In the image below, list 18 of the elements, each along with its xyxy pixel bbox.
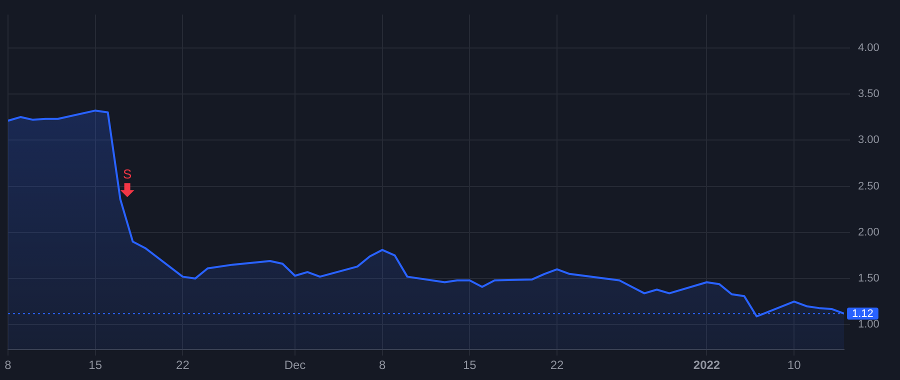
x-tick-label: 22 <box>176 358 190 372</box>
y-tick-label: 1.00 <box>858 318 880 331</box>
annotation: S <box>122 166 132 182</box>
ref-line-label: 1.12 <box>852 308 874 320</box>
x-tick-label: 2022 <box>693 358 720 372</box>
x-tick-label: 15 <box>88 358 102 372</box>
x-tick-label: 8 <box>378 358 386 372</box>
x-tick-label: 15 <box>462 358 477 372</box>
x-tick-label: 8 <box>4 358 12 372</box>
x-tick-label: 10 <box>787 358 802 372</box>
y-tick-label: 1.50 <box>858 272 880 285</box>
y-tick-label: 3.00 <box>858 134 880 146</box>
y-tick-label: 2.00 <box>858 226 880 238</box>
y-tick-label: 3.50 <box>858 88 880 100</box>
x-tick-label: 22 <box>550 358 564 372</box>
y-tick-label: 2.50 <box>858 180 880 192</box>
x-tick-label: Dec <box>284 358 306 372</box>
y-tick-label: 4.00 <box>858 42 880 54</box>
